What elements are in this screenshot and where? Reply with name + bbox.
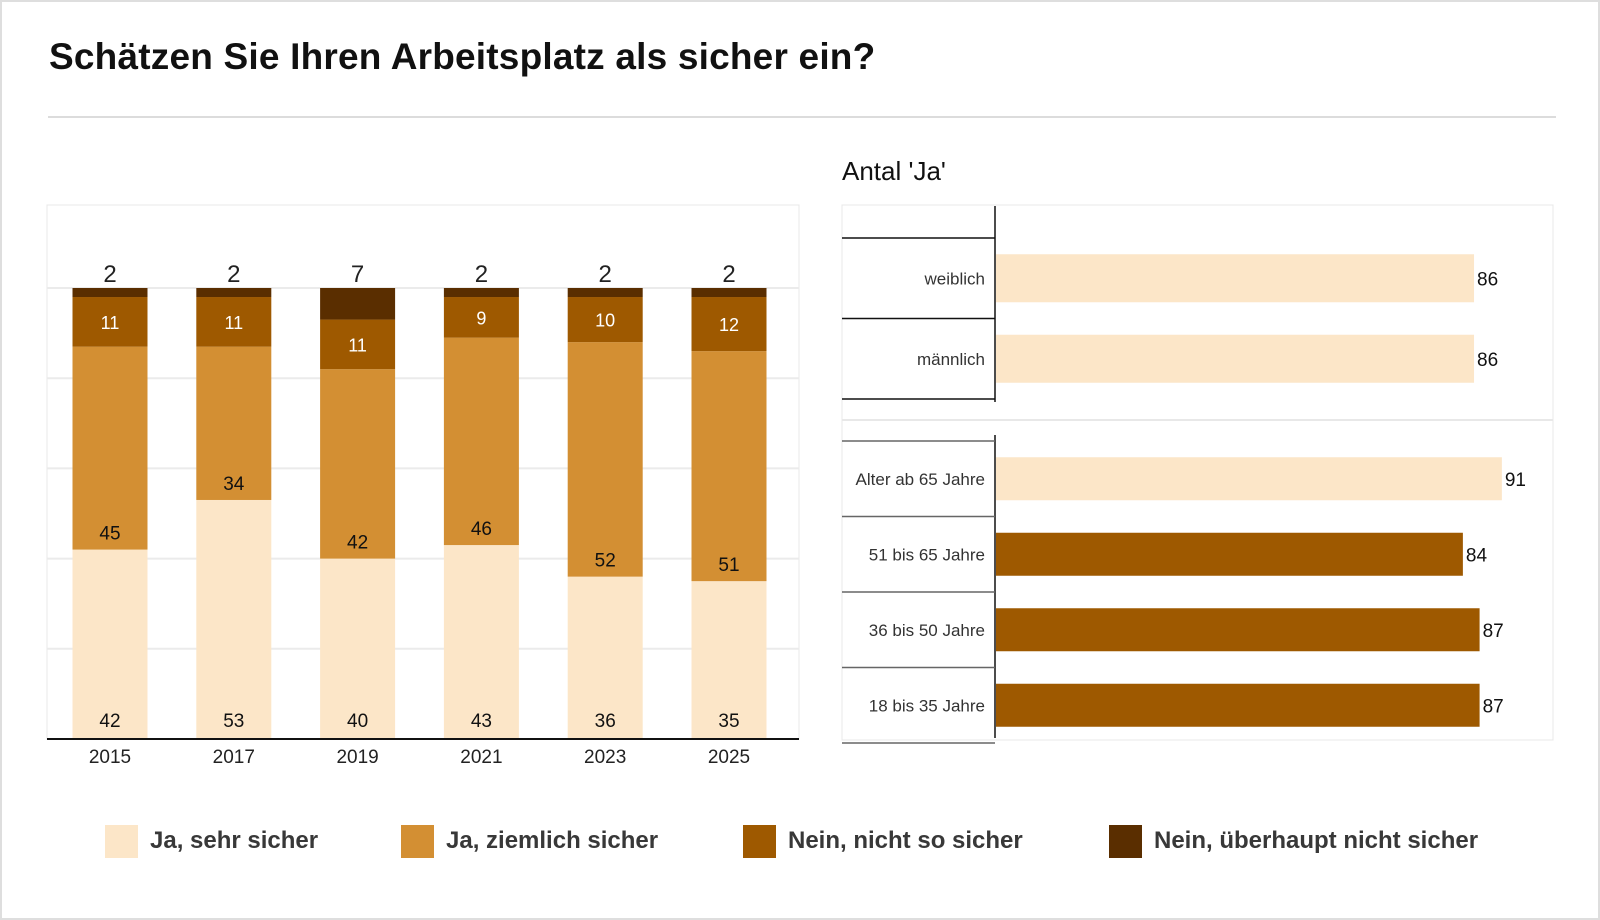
plot-area [46, 204, 800, 740]
bar-segment [691, 297, 767, 352]
data-label: 40 [347, 711, 368, 732]
bar-segment [567, 288, 643, 298]
x-tick-label: 2021 [460, 747, 502, 768]
bar-segment [691, 288, 767, 298]
bar-segment [72, 549, 148, 739]
data-label: 42 [99, 711, 120, 732]
bar-segment [443, 288, 519, 298]
x-tick-label: 2019 [336, 747, 378, 768]
title-divider [48, 116, 1556, 118]
legend-swatch [1109, 824, 1142, 858]
data-label: 11 [348, 335, 367, 355]
data-label: 2 [103, 261, 116, 288]
data-label: 86 [1477, 350, 1498, 371]
data-label: 12 [719, 315, 739, 335]
data-label: 84 [1466, 545, 1488, 566]
data-label: 10 [595, 311, 615, 331]
legend-label: Nein, nicht so sicher [788, 827, 1023, 854]
bar-segment [196, 288, 272, 298]
bar-segment [567, 576, 643, 739]
bar-segment [443, 545, 519, 739]
data-label: 87 [1483, 621, 1504, 642]
category-label: 51 bis 65 Jahre [869, 545, 985, 564]
bar-segment [567, 297, 643, 343]
data-label: 2 [475, 261, 488, 288]
data-label: 36 [595, 711, 616, 732]
bar-segment [72, 346, 148, 550]
data-label: 52 [595, 551, 616, 572]
category-label: männlich [917, 350, 985, 369]
bar-segment [567, 342, 643, 577]
bar [996, 683, 1480, 727]
data-label: 2 [722, 261, 735, 288]
category-label: Alter ab 65 Jahre [856, 470, 985, 489]
bar-segment [72, 297, 148, 347]
data-label: 11 [101, 313, 120, 333]
data-label: 46 [471, 519, 492, 540]
legend-item-ja-ziemlich-sicher: Ja, ziemlich sicher [401, 824, 658, 858]
bar-segment [320, 558, 396, 739]
bar [996, 532, 1463, 576]
bar-segment [320, 288, 396, 320]
bar-segment [196, 499, 272, 739]
legend-label: Ja, sehr sicher [150, 827, 319, 854]
data-label: 53 [223, 711, 244, 732]
data-label: 11 [224, 313, 243, 333]
legend-swatch [401, 824, 434, 858]
data-label: 43 [471, 711, 492, 732]
category-label: 18 bis 35 Jahre [869, 696, 985, 715]
data-label: 42 [347, 533, 368, 554]
data-label: 51 [718, 555, 739, 576]
legend-item-ja-sehr-sicher: Ja, sehr sicher [105, 824, 318, 858]
data-label: 91 [1505, 470, 1526, 491]
horizontal-bar-chart: weiblich 86 männlich 86 Alter ab 65 Jahre 91 5… [841, 204, 1554, 744]
x-tick-label: 2017 [213, 747, 255, 768]
data-label: 2 [599, 261, 612, 288]
legend-label: Nein, überhaupt nicht sicher [1154, 827, 1479, 854]
data-label: 45 [99, 524, 120, 545]
legend-item-nein-ueberhaupt-nicht-sicher: Nein, überhaupt nicht sicher [1109, 824, 1478, 858]
bar [996, 254, 1475, 303]
bar-segment [691, 581, 767, 739]
legend-item-nein-nicht-so-sicher: Nein, nicht so sicher [743, 824, 1023, 858]
bar-segment [691, 351, 767, 582]
legend-swatch [105, 824, 138, 858]
data-label: 7 [351, 261, 364, 288]
category-label: 36 bis 50 Jahre [869, 621, 985, 640]
bar-segment [196, 297, 272, 347]
data-label: 87 [1483, 696, 1504, 717]
bar-segment [443, 297, 519, 338]
bar [996, 608, 1480, 652]
bar-segment [320, 319, 396, 370]
x-tick-label: 2025 [708, 747, 750, 768]
stacked-bar-chart: 42 45 11 2 2015 53 34 11 2 2017 40 42 11 7 2019 43 46 9 2 2… [46, 204, 800, 768]
bar [996, 457, 1502, 501]
bar-segment [320, 369, 396, 559]
data-label: 34 [223, 474, 245, 495]
data-label: 9 [476, 308, 486, 328]
legend-label: Ja, ziemlich sicher [446, 827, 659, 854]
data-label: 35 [718, 711, 739, 732]
data-label: 2 [227, 261, 240, 288]
page-title: Schätzen Sie Ihren Arbeitsplatz als sich… [49, 36, 876, 77]
x-tick-label: 2015 [89, 747, 131, 768]
bar [996, 334, 1475, 383]
legend-swatch [743, 824, 776, 858]
data-label: 86 [1477, 269, 1498, 290]
bar-segment [443, 337, 519, 546]
right-chart-title: Antal 'Ja' [842, 156, 946, 186]
bar-segment [72, 288, 148, 298]
bar-segment [196, 346, 272, 500]
x-tick-label: 2023 [584, 747, 626, 768]
category-label: weiblich [924, 269, 985, 288]
